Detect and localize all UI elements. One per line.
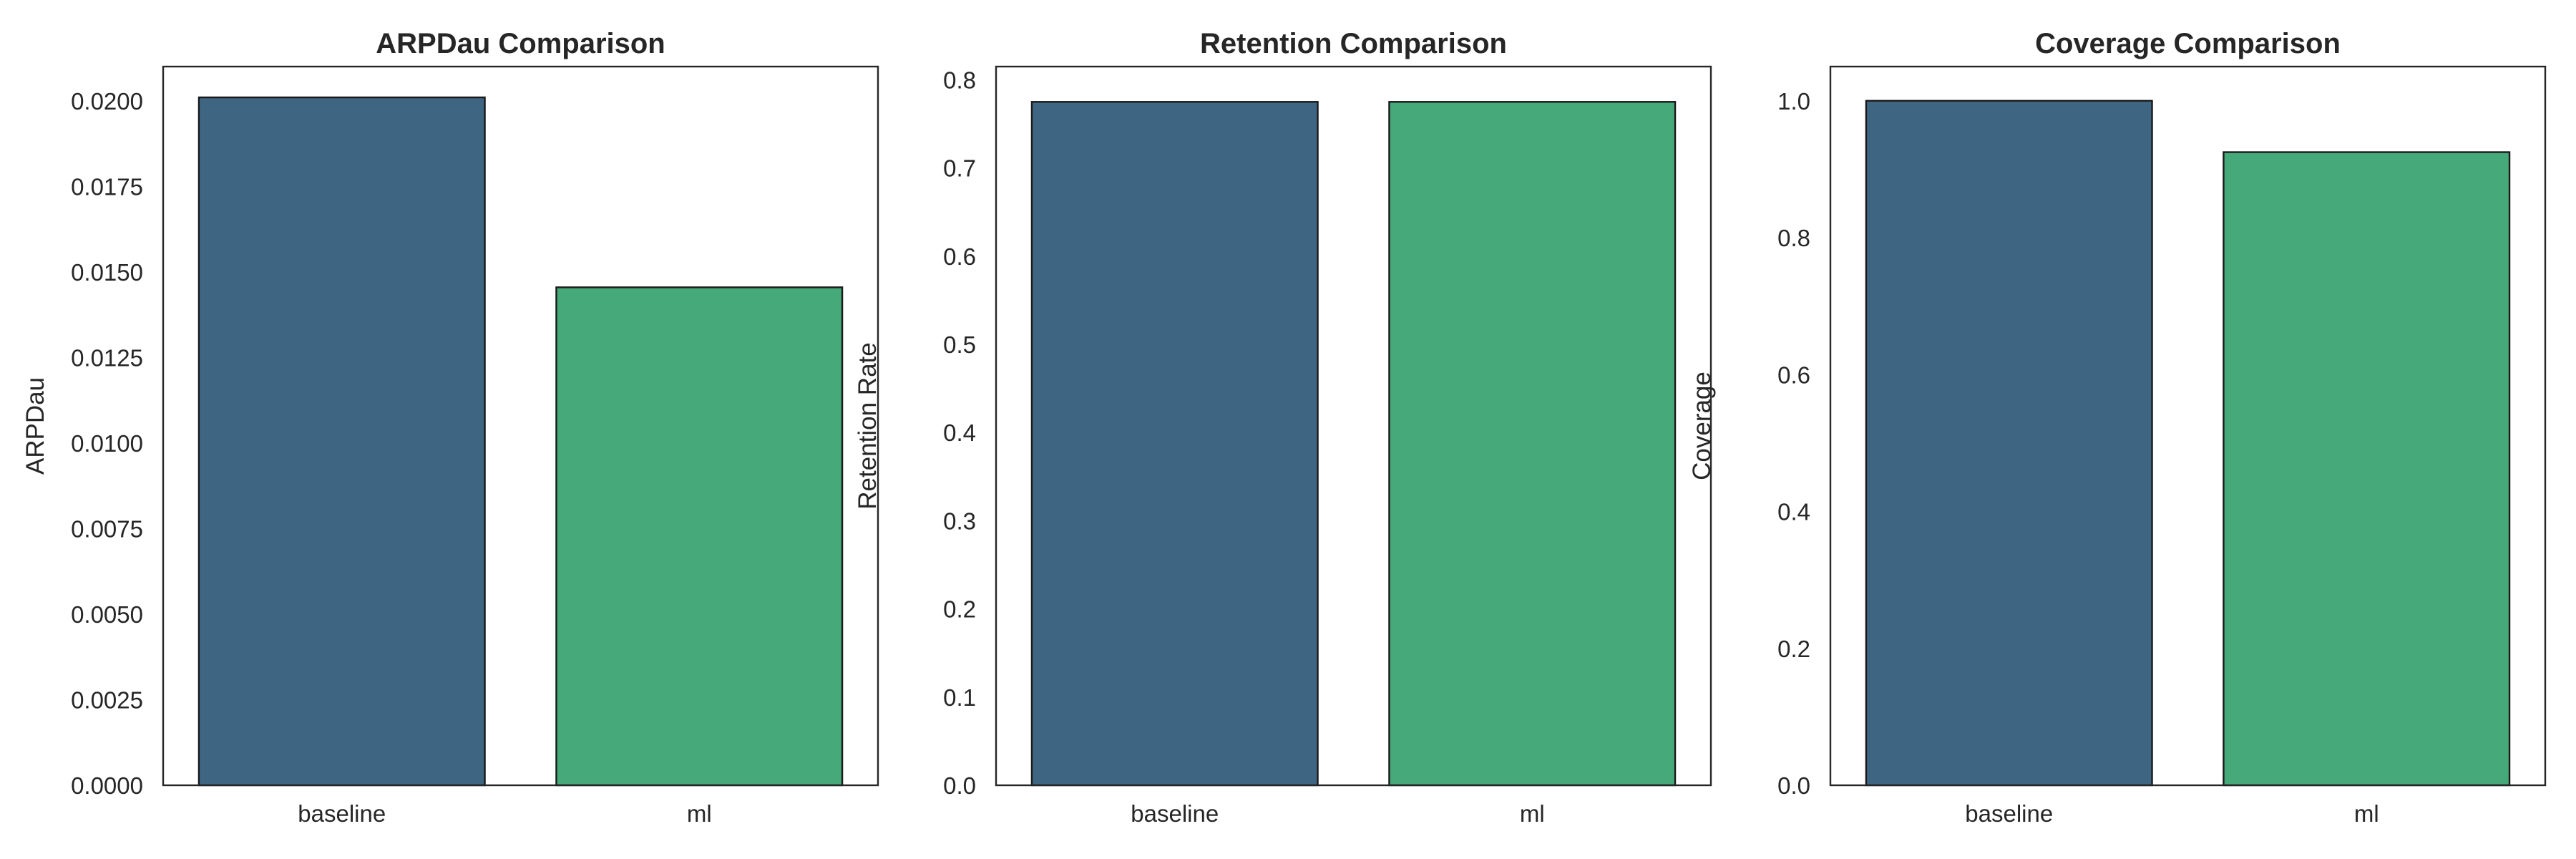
y-tick-label: 0.0125 [71, 344, 143, 371]
x-tick-label: ml [2354, 800, 2379, 827]
y-axis-label: ARPDau [21, 377, 49, 475]
y-tick-label: 0.4 [1777, 499, 1810, 525]
chart-title: Retention Comparison [1200, 28, 1507, 59]
bars [1865, 100, 2511, 787]
y-tick-label: 0.2 [1777, 636, 1810, 662]
bars [1030, 101, 1677, 787]
y-tick-label: 0.5 [943, 331, 976, 358]
axes-frame [1829, 65, 2547, 787]
bar-ml [555, 286, 844, 787]
x-tick-labels: baseline ml [1131, 800, 1544, 827]
y-tick-label: 0.0 [1777, 772, 1810, 799]
y-tick-labels: 0.0 0.1 0.2 0.3 0.4 0.5 0.6 0.7 0.8 [943, 67, 976, 799]
x-tick-label: ml [687, 800, 712, 827]
y-tick-label: 0.0000 [71, 772, 143, 799]
subplot-arpdau: ARPDau Comparison ARPDau 0.00000.00250.0… [21, 28, 879, 827]
bar-baseline [197, 96, 486, 787]
y-tick-label: 0.0200 [71, 88, 143, 115]
x-tick-label: baseline [1965, 800, 2053, 827]
chart-title: ARPDau Comparison [376, 28, 665, 59]
y-tick-label: 0.4 [943, 419, 976, 446]
x-tick-labels: baseline ml [1965, 800, 2379, 827]
x-tick-label: baseline [298, 800, 386, 827]
y-tick-label: 0.0100 [71, 430, 143, 457]
y-tick-label: 0.0050 [71, 601, 143, 628]
y-tick-label: 0.6 [1777, 361, 1810, 388]
y-tick-label: 0.8 [1777, 225, 1810, 251]
y-tick-label: 0.3 [943, 508, 976, 534]
x-tick-label: baseline [1131, 800, 1219, 827]
axes-frame [162, 65, 879, 787]
y-tick-labels: 0.0000 0.0025 0.0050 0.0075 0.0100 0.0125 0.01… [71, 88, 143, 799]
y-tick-label: 0.0075 [71, 515, 143, 542]
bar-ml [2223, 151, 2511, 787]
y-tick-label: 0.0025 [71, 686, 143, 713]
bar-baseline [1865, 100, 2153, 787]
bar-baseline [1030, 101, 1319, 787]
y-tick-label: 0.7 [943, 155, 976, 182]
y-tick-label: 0.8 [943, 67, 976, 93]
bars [197, 96, 844, 787]
y-axis-label: Coverage [1688, 372, 1716, 480]
bar-ml [1388, 101, 1677, 787]
y-tick-label: 0.0150 [71, 259, 143, 286]
y-tick-label: 1.0 [1777, 88, 1810, 115]
y-axis-label: Retention Rate [854, 342, 882, 509]
y-tick-label: 0.2 [943, 596, 976, 623]
y-tick-label: 0.0 [943, 772, 976, 799]
subplot-retention: Retention Comparison Retention Rate 0.00… [854, 28, 1712, 827]
chart-title: Coverage Comparison [2035, 28, 2341, 59]
y-tick-label: 0.6 [943, 243, 976, 270]
subplot-coverage: Coverage Comparison Coverage 0.00.20.40.… [1688, 28, 2547, 827]
y-tick-label: 0.1 [943, 684, 976, 711]
axes-frame [995, 65, 1712, 787]
y-tick-labels: 0.0 0.2 0.4 0.6 0.8 1.0 [1777, 88, 1810, 799]
y-tick-label: 0.0175 [71, 173, 143, 200]
x-tick-label: ml [1520, 800, 1545, 827]
x-tick-labels: baseline ml [298, 800, 711, 827]
